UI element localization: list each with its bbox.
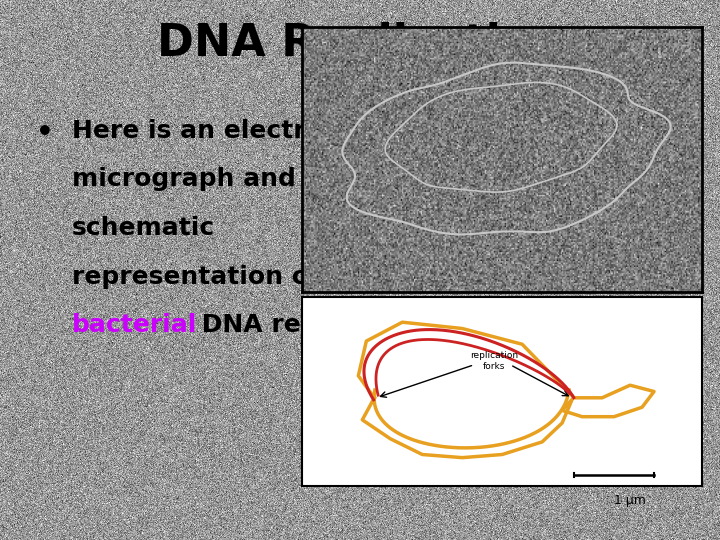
Text: forks: forks [483, 362, 505, 371]
Text: bacterial: bacterial [72, 313, 197, 337]
Text: Here is an electron: Here is an electron [72, 119, 341, 143]
Text: micrograph and a: micrograph and a [72, 167, 322, 191]
Text: •: • [36, 119, 54, 147]
Text: replication: replication [470, 351, 518, 360]
Text: DNA replication.: DNA replication. [193, 313, 433, 337]
Text: representation of: representation of [72, 265, 320, 288]
Text: 1 μm: 1 μm [614, 494, 646, 507]
Text: DNA Replication: DNA Replication [157, 22, 563, 65]
Text: schematic: schematic [72, 216, 215, 240]
